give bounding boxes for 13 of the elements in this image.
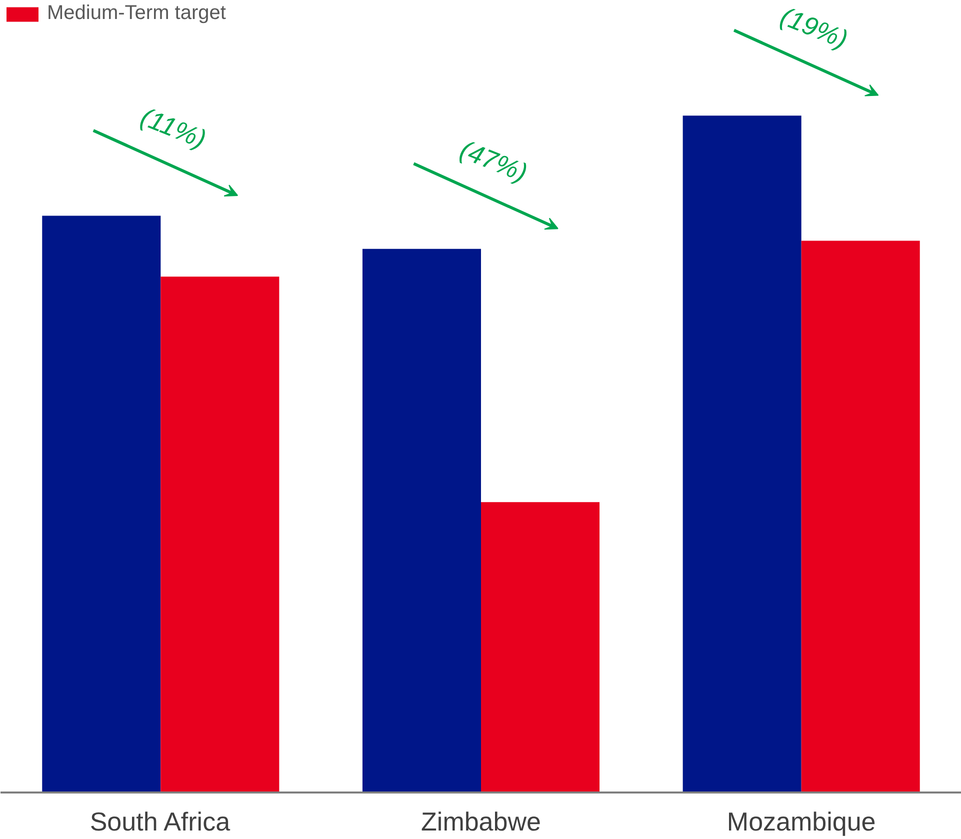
- annotation: (47%): [456, 134, 532, 188]
- bar: [42, 216, 161, 792]
- annotation: (11%): [136, 101, 210, 154]
- bar: [801, 240, 920, 792]
- legend-label: Medium-Term target: [47, 2, 226, 25]
- x-tick-label: Mozambique: [726, 806, 876, 836]
- bar: [682, 116, 802, 792]
- bar: [160, 276, 280, 792]
- bar: [362, 248, 481, 792]
- bar: [481, 502, 600, 792]
- x-tick-label: South Africa: [90, 806, 231, 836]
- x-tick-label: Zimbabwe: [421, 806, 541, 836]
- text: (19%): [776, 0, 852, 54]
